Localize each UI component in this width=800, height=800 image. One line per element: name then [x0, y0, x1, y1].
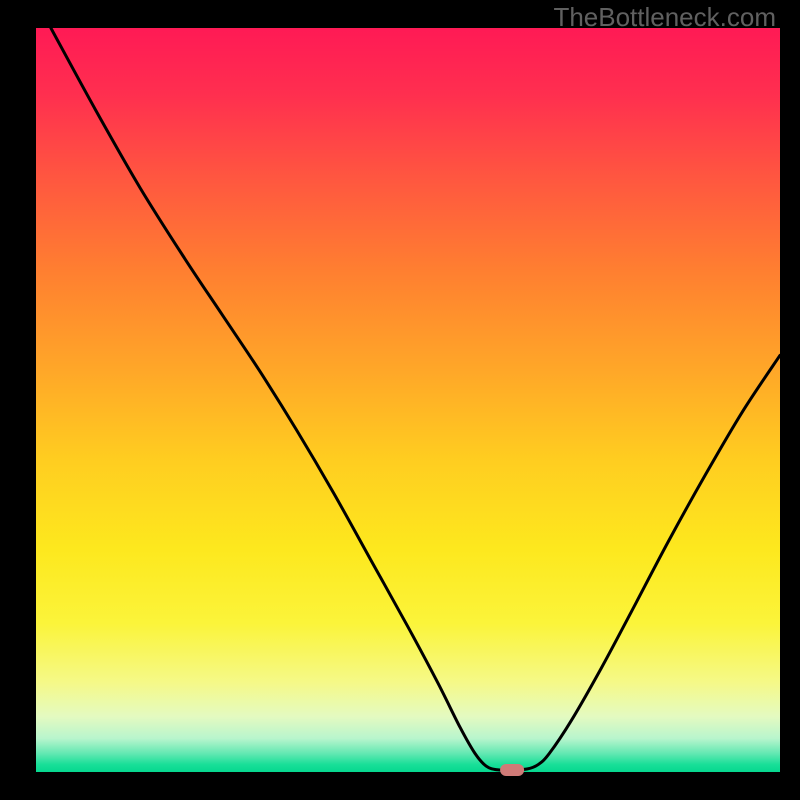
plot-area — [36, 28, 780, 772]
chart-frame: TheBottleneck.com — [0, 0, 800, 800]
optimal-marker — [500, 764, 524, 776]
watermark-text: TheBottleneck.com — [553, 2, 776, 33]
bottleneck-curve — [36, 28, 780, 772]
